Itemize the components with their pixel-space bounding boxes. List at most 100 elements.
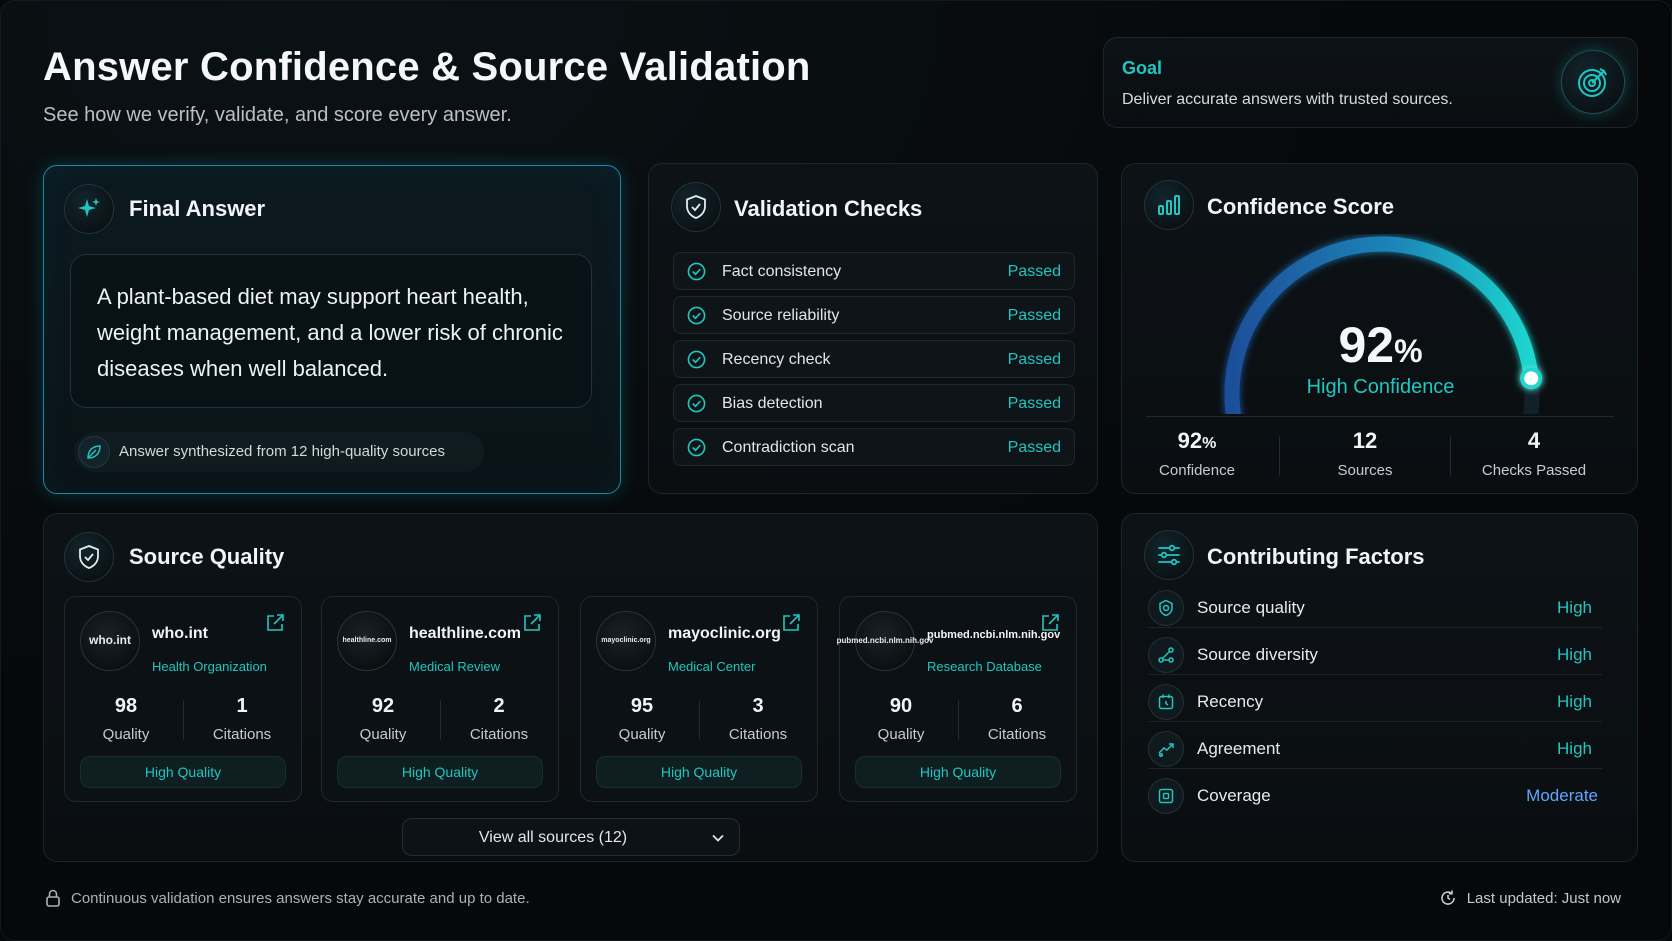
refresh-icon[interactable] bbox=[1439, 889, 1457, 907]
coverage-icon bbox=[1148, 778, 1184, 814]
check-row: Contradiction scan Passed bbox=[673, 428, 1075, 466]
quality-badge: High Quality bbox=[855, 756, 1061, 788]
source-card[interactable]: pubmed.ncbi.nlm.nih.gov pubmed.ncbi.nlm.… bbox=[837, 596, 1077, 802]
answer-box: A plant-based diet may support heart hea… bbox=[70, 254, 592, 408]
stat-checks-passed: 4 Checks Passed bbox=[1481, 428, 1587, 479]
confidence-score-card: Confidence Score 92% High Confidence bbox=[1121, 163, 1638, 494]
factor-row: Source diversity High bbox=[1148, 635, 1602, 675]
factor-row: Recency High bbox=[1148, 682, 1602, 722]
source-logo: healthline.com bbox=[337, 611, 397, 671]
confidence-title: Confidence Score bbox=[1207, 194, 1395, 219]
quality-badge: High Quality bbox=[80, 756, 286, 788]
confidence-level: High Confidence bbox=[1306, 376, 1455, 398]
check-circle-icon bbox=[687, 350, 706, 369]
source-card[interactable]: who.int who.int Health Organization 98 Qu… bbox=[64, 596, 302, 802]
goal-text: Deliver accurate answers with trusted so… bbox=[1122, 91, 1453, 108]
confidence-value: 92% bbox=[1338, 317, 1423, 373]
source-name: pubmed.ncbi.nlm.nih.gov bbox=[927, 629, 1061, 641]
leaf-icon bbox=[78, 436, 110, 468]
check-circle-icon bbox=[687, 306, 706, 325]
source-type: Medical Review bbox=[409, 659, 501, 674]
factor-row: Source quality High bbox=[1148, 588, 1602, 628]
source-card[interactable]: healthline.com healthline.com Medical Re… bbox=[321, 596, 559, 802]
check-row: Recency check Passed bbox=[673, 340, 1075, 378]
footer-note-text: Continuous validation ensures answers st… bbox=[71, 889, 530, 907]
divider bbox=[958, 700, 959, 740]
check-label: Source reliability bbox=[722, 307, 840, 324]
calendar-clock-icon bbox=[1148, 684, 1184, 720]
check-status: Passed bbox=[1007, 439, 1061, 456]
check-status: Passed bbox=[1007, 263, 1061, 280]
page-title: Answer Confidence & Source Validation bbox=[43, 45, 811, 89]
source-name: mayoclinic.org bbox=[668, 625, 781, 642]
check-label: Contradiction scan bbox=[722, 439, 855, 456]
chevron-down-icon bbox=[712, 834, 724, 842]
answer-footer-text: Answer synthesized from 12 high-quality … bbox=[119, 443, 445, 460]
stat-confidence: 92% Confidence bbox=[1159, 428, 1235, 479]
quality-badge: High Quality bbox=[596, 756, 802, 788]
confidence-gauge bbox=[1224, 236, 1543, 414]
source-quality-card: Source Quality who.int who.int Health Or… bbox=[43, 513, 1098, 862]
source-citations: 1 Citations bbox=[212, 695, 272, 743]
external-link-icon[interactable] bbox=[522, 613, 542, 633]
footer-note: Continuous validation ensures answers st… bbox=[45, 889, 530, 907]
source-quality: 95 Quality bbox=[618, 695, 666, 743]
factor-level: High bbox=[1557, 598, 1592, 617]
source-citations: 3 Citations bbox=[728, 695, 788, 743]
sparkle-icon bbox=[64, 184, 114, 234]
contributing-factors-card: Contributing Factors Source quality High… bbox=[1121, 513, 1638, 862]
check-label: Bias detection bbox=[722, 395, 823, 412]
validation-checks-card: Validation Checks Fact consistency Passe… bbox=[648, 163, 1098, 494]
sliders-icon bbox=[1144, 530, 1194, 580]
external-link-icon[interactable] bbox=[1040, 613, 1060, 633]
check-label: Fact consistency bbox=[722, 263, 842, 280]
source-quality: 90 Quality bbox=[877, 695, 925, 743]
source-type: Health Organization bbox=[152, 659, 267, 674]
view-all-label: View all sources (12) bbox=[478, 829, 628, 846]
gauge-knob bbox=[1520, 367, 1543, 390]
source-logo: pubmed.ncbi.nlm.nih.gov bbox=[837, 611, 933, 671]
source-logo: mayoclinic.org bbox=[596, 611, 656, 671]
external-link-icon[interactable] bbox=[781, 613, 801, 633]
check-status: Passed bbox=[1007, 307, 1061, 324]
final-answer-card: Final Answer A plant-based diet may supp… bbox=[43, 165, 621, 494]
gauge-fill bbox=[1224, 236, 1539, 414]
source-card[interactable]: mayoclinic.org mayoclinic.org Medical Ce… bbox=[580, 596, 818, 802]
goal-label: Goal bbox=[1122, 58, 1163, 78]
source-citations: 2 Citations bbox=[469, 695, 529, 743]
factor-label: Agreement bbox=[1197, 739, 1281, 758]
check-row: Fact consistency Passed bbox=[673, 252, 1075, 290]
handshake-icon bbox=[1148, 731, 1184, 767]
view-all-sources-button[interactable]: View all sources (12) bbox=[402, 818, 740, 856]
badge-icon bbox=[1148, 590, 1184, 626]
factor-level: High bbox=[1557, 692, 1592, 711]
source-quality: 92 Quality bbox=[359, 695, 407, 743]
check-status: Passed bbox=[1007, 351, 1061, 368]
factor-row: Agreement High bbox=[1148, 729, 1602, 769]
divider bbox=[440, 700, 441, 740]
factors-title: Contributing Factors bbox=[1207, 544, 1425, 569]
shield-check-icon bbox=[671, 182, 721, 232]
check-row: Bias detection Passed bbox=[673, 384, 1075, 422]
factor-level: Moderate bbox=[1526, 786, 1598, 805]
bar-chart-icon bbox=[1144, 180, 1194, 230]
page-subtitle: See how we verify, validate, and score e… bbox=[43, 104, 512, 126]
source-name: who.int bbox=[152, 625, 208, 642]
divider bbox=[699, 700, 700, 740]
check-circle-icon bbox=[687, 262, 706, 281]
network-icon bbox=[1148, 637, 1184, 673]
source-name: healthline.com bbox=[409, 625, 522, 642]
target-icon bbox=[1561, 50, 1625, 114]
check-circle-icon bbox=[687, 438, 706, 457]
factor-label: Source quality bbox=[1197, 598, 1305, 617]
last-updated-text: Last updated: Just now bbox=[1466, 889, 1621, 907]
goal-card: Goal Deliver accurate answers with trust… bbox=[1103, 37, 1638, 128]
last-updated: Last updated: Just now bbox=[1439, 889, 1621, 907]
check-status: Passed bbox=[1007, 395, 1061, 412]
factor-label: Coverage bbox=[1197, 786, 1271, 805]
factor-row: Coverage Moderate bbox=[1148, 776, 1602, 816]
external-link-icon[interactable] bbox=[265, 613, 285, 633]
divider bbox=[1279, 436, 1280, 476]
factor-label: Recency bbox=[1197, 692, 1264, 711]
divider bbox=[1450, 436, 1451, 476]
